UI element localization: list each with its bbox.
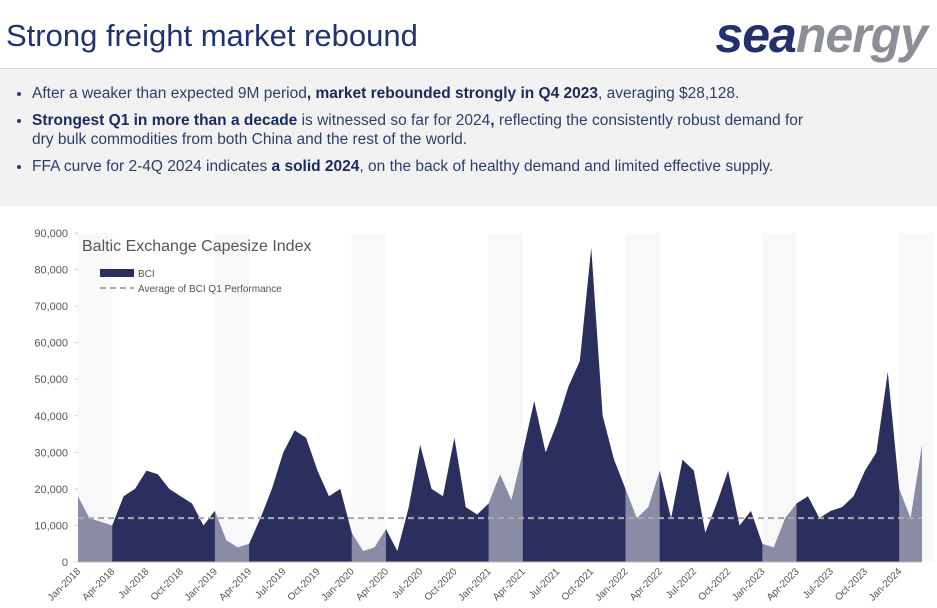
chart-title: Baltic Exchange Capesize Index	[82, 238, 311, 255]
bullet-text: , on the back of healthy demand and limi…	[359, 158, 774, 175]
x-tick-label: Apr-2018	[80, 566, 117, 603]
q1-band	[214, 233, 250, 562]
q1-overlay	[625, 233, 660, 562]
x-tick-label: Jul-2020	[390, 566, 425, 601]
x-tick-label: Jul-2022	[664, 566, 699, 601]
x-tick-label: Oct-2020	[423, 566, 460, 603]
q1-band	[762, 233, 797, 562]
legend-swatch	[100, 269, 134, 277]
x-tick-label: Jan-2023	[730, 566, 768, 604]
q1-overlay	[488, 233, 523, 562]
y-tick-label: 60,000	[34, 338, 68, 350]
x-tick-label: Apr-2019	[217, 566, 254, 603]
logo: seanergy	[715, 6, 928, 64]
y-tick-label: 40,000	[34, 411, 68, 423]
q1-band	[351, 233, 386, 562]
y-tick-label: 50,000	[34, 374, 68, 386]
bullet: Strongest Q1 in more than a decade is wi…	[32, 111, 937, 149]
bullet-list: After a weaker than expected 9M period, …	[0, 84, 937, 176]
q1-overlay	[351, 233, 386, 562]
x-tick-label: Jan-2024	[867, 566, 905, 604]
y-tick-label: 30,000	[34, 447, 68, 459]
bullet-text: , market rebounded strongly in Q4 2023	[306, 85, 598, 102]
y-tick-label: 10,000	[34, 520, 68, 532]
x-tick-label: Jan-2019	[183, 566, 221, 604]
q1-band	[78, 233, 113, 562]
x-tick-label: Jul-2021	[527, 566, 562, 601]
bullet-box: After a weaker than expected 9M period, …	[0, 70, 937, 206]
logo-part: nergy	[795, 7, 928, 63]
bullet-text: Strongest Q1 in more than a decade	[32, 112, 298, 129]
x-tick-label: Oct-2018	[149, 566, 186, 603]
bullet-text: , averaging $28,128.	[598, 85, 740, 102]
x-tick-label: Apr-2023	[765, 566, 802, 603]
bullet-text: After a weaker than expected 9M period	[32, 85, 307, 102]
bullet-text: FFA curve for 2-4Q 2024 indicates	[32, 158, 272, 175]
x-tick-label: Oct-2023	[833, 566, 870, 603]
bullet: After a weaker than expected 9M period, …	[32, 84, 937, 103]
legend-label: BCI	[138, 269, 155, 280]
x-tick-label: Jan-2018	[46, 566, 84, 604]
header: Strong freight market rebound seanergy	[0, 0, 937, 69]
bullet-text: a solid 2024	[271, 158, 360, 175]
x-tick-label: Jan-2020	[320, 566, 358, 604]
y-tick-label: 0	[62, 557, 68, 569]
y-tick-label: 20,000	[34, 484, 68, 496]
x-tick-label: Oct-2019	[286, 566, 323, 603]
x-tick-label: Jan-2022	[593, 566, 631, 604]
q1-overlay	[899, 233, 934, 562]
bullet: FFA curve for 2-4Q 2024 indicates a soli…	[32, 157, 937, 176]
bullet-text: ,	[490, 112, 495, 129]
x-tick-label: Oct-2022	[696, 566, 733, 603]
y-tick-label: 80,000	[34, 265, 68, 277]
x-tick-label: Apr-2020	[354, 566, 391, 603]
chart: 0 10,000 20,000 30,000 40,000 50,000 60,000 70,…	[34, 228, 934, 604]
area	[78, 247, 922, 562]
x-tick-label: Jul-2018	[117, 566, 152, 601]
y-tick-label: 90,000	[34, 228, 68, 240]
x-tick-label: Apr-2021	[491, 566, 528, 603]
q1-overlay	[762, 233, 797, 562]
bullet-text: is witnessed so far for 2024	[297, 112, 491, 129]
page-title: Strong freight market rebound	[6, 18, 418, 53]
logo-part: sea	[715, 7, 796, 63]
x-tick-label: Jul-2019	[254, 566, 289, 601]
y-tick-label: 70,000	[34, 301, 68, 313]
x-tick-label: Jul-2023	[801, 566, 836, 601]
x-tick-label: Jan-2021	[456, 566, 494, 604]
legend-label: Average of BCI Q1 Performance	[138, 284, 282, 295]
q1-overlay	[214, 233, 250, 562]
q1-overlay	[78, 233, 113, 562]
bullet-text: reflecting the consistently robust deman…	[32, 112, 804, 148]
x-tick-label: Apr-2022	[628, 566, 665, 603]
x-tick-label: Oct-2021	[559, 566, 596, 603]
